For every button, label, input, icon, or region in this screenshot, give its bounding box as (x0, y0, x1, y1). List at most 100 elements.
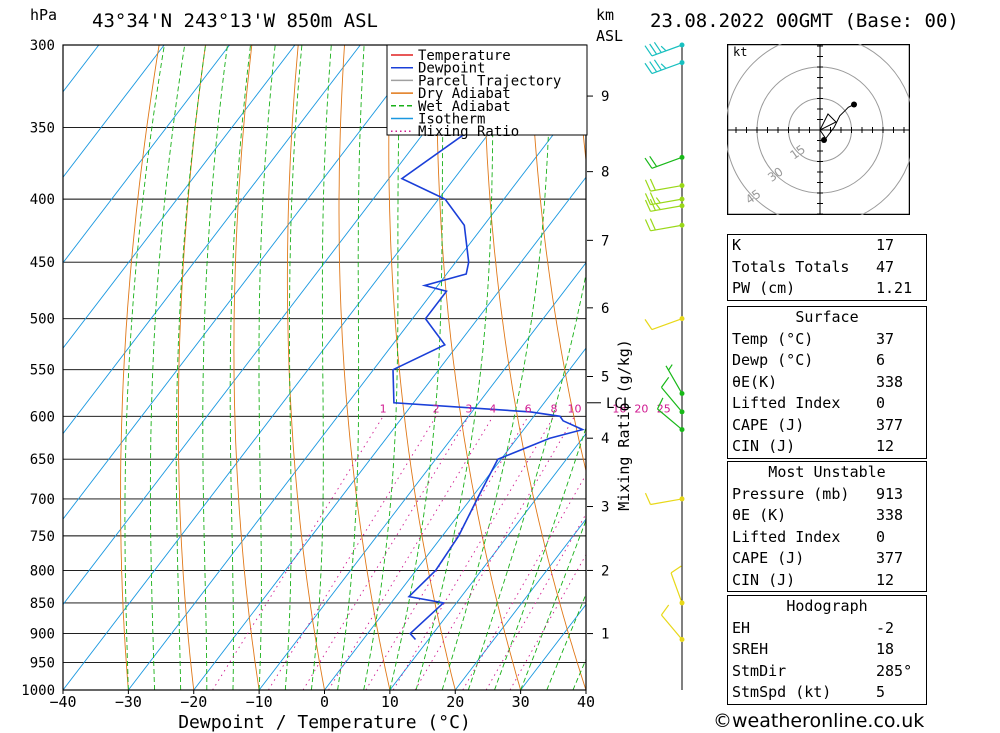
index-value: 913 (876, 484, 904, 503)
x-tick-label: −20 (180, 693, 207, 711)
dry-adiabat-line (338, 45, 391, 690)
pressure-tick-label: 350 (30, 121, 55, 137)
table-row: EH -2 (728, 618, 927, 640)
dry-adiabat-line (436, 45, 522, 690)
index-value: 377 (876, 415, 904, 434)
table-row: θE (K) 338 (728, 505, 927, 527)
x-tick-label: −10 (246, 693, 273, 711)
wind-barb-dot (679, 600, 685, 606)
table-row: CAPE (J) 377 (728, 548, 927, 570)
index-label: θE (K) (732, 506, 787, 524)
index-label: θE(K) (732, 372, 778, 391)
height-tick-label: 4 (601, 431, 609, 447)
storm-motion-dot (821, 137, 827, 143)
pressure-tick-label: 750 (30, 529, 55, 545)
table-row: θE(K) 338 (728, 372, 927, 394)
wind-barb (660, 604, 685, 642)
most-unstable-table: Most Unstable Pressure (mb) 913 θE (K) 338 Li… (727, 461, 927, 592)
wet-adiabat-line (415, 45, 495, 690)
index-label: StmSpd (kt) (732, 683, 832, 701)
pressure-tick-label: 800 (30, 563, 55, 579)
table-row: StmDir 285° (728, 661, 927, 683)
index-label: SREH (732, 640, 769, 658)
wet-adiabat-line (389, 45, 445, 690)
x-axis-title: Dewpoint / Temperature (°C) (178, 712, 471, 733)
index-label: Dewp (°C) (732, 351, 814, 369)
wind-barb-dot (679, 154, 685, 160)
pressure-tick-label: 900 (30, 627, 55, 643)
wind-barb-dot (679, 316, 685, 322)
height-tick-label: 1 (601, 627, 609, 643)
wet-adiabat-line (337, 45, 365, 690)
dry-adiabat-line (286, 45, 325, 690)
wet-adiabat-line (258, 45, 276, 690)
index-label: CIN (J) (732, 570, 796, 589)
wet-adiabat-line (229, 45, 251, 690)
table-row: Dewp (°C) 6 (728, 350, 927, 372)
height-tick-label: 3 (601, 500, 609, 516)
mixing-ratio-label: 4 (489, 402, 496, 415)
index-label: EH (732, 618, 751, 637)
isotherm-line (63, 45, 165, 178)
pressure-tick-label: 950 (30, 656, 55, 672)
x-tick-label: 20 (446, 693, 464, 711)
index-value: 1.21 (876, 279, 913, 297)
wind-barb-dot (679, 636, 685, 642)
surface-table: Surface Temp (°C) 37 Dewp (°C) 6 θE(K) 338 Lift… (727, 306, 927, 459)
isotherm-line (193, 176, 586, 690)
mixing-ratio-label: 25 (657, 402, 671, 415)
pressure-tick-label: 600 (30, 409, 55, 425)
legend-entry-label: Mixing Ratio (418, 124, 519, 140)
isotherm-line (324, 347, 586, 690)
wet-adiabat-line (467, 272, 586, 690)
wet-adiabat-line (149, 45, 186, 690)
mixing-ratio-label: 1 (380, 402, 387, 415)
hodograph-end-dot (851, 101, 858, 108)
height-tick-label: 8 (601, 165, 609, 181)
table-title: Most Unstable (768, 463, 886, 481)
height-tick-label: 7 (601, 233, 609, 249)
dry-adiabat-line (483, 45, 586, 690)
series-dewpoint (392, 45, 585, 641)
dry-adiabat-line (993, 45, 1000, 690)
dry-adiabat-line (120, 45, 160, 690)
wind-barb (644, 492, 685, 506)
x-tick-label: 0 (320, 693, 329, 711)
wind-barb (644, 198, 685, 212)
x-tick-label: −30 (115, 693, 142, 711)
wind-barb (644, 41, 685, 57)
pressure-tick-label: 300 (30, 38, 55, 54)
wind-barb (656, 397, 685, 433)
index-value: 0 (876, 394, 886, 412)
legend-entry-label: Wet Adiabat (418, 99, 511, 115)
wind-barb (665, 364, 685, 397)
pressure-tick-label: 450 (30, 255, 55, 271)
index-value: 377 (876, 549, 904, 567)
wind-barb-dot (679, 222, 685, 228)
table-row: PW (cm) 1.21 (728, 278, 927, 300)
index-value: 285° (876, 661, 913, 680)
x-tick-label: 40 (577, 693, 595, 711)
mixing-ratio-label: 20 (634, 402, 648, 415)
legend-entry-label: Dewpoint (418, 61, 485, 77)
isotherm-line (389, 432, 586, 690)
dry-adiabat-line (233, 45, 260, 690)
mixing-ratio-label: 6 (525, 402, 532, 415)
legend-entry-label: Isotherm (418, 112, 485, 128)
table-row: SREH 18 (728, 639, 927, 661)
pressure-tick-label: 700 (30, 492, 55, 508)
mixing-ratio-label: 8 (550, 402, 557, 415)
wind-barb-dot (679, 496, 685, 502)
index-value: 6 (876, 351, 886, 369)
index-value: 12 (876, 437, 895, 455)
location-title: 43°34'N 243°13'W 850m ASL (92, 10, 378, 32)
index-value: 0 (876, 527, 886, 546)
isotherm-line (63, 45, 230, 264)
pressure-tick-label: 1000 (21, 683, 55, 699)
dry-adiabat-line (177, 45, 206, 690)
lcl-label: LCL (606, 396, 631, 412)
index-value: 18 (876, 640, 895, 658)
index-label: Lifted Index (732, 527, 841, 546)
